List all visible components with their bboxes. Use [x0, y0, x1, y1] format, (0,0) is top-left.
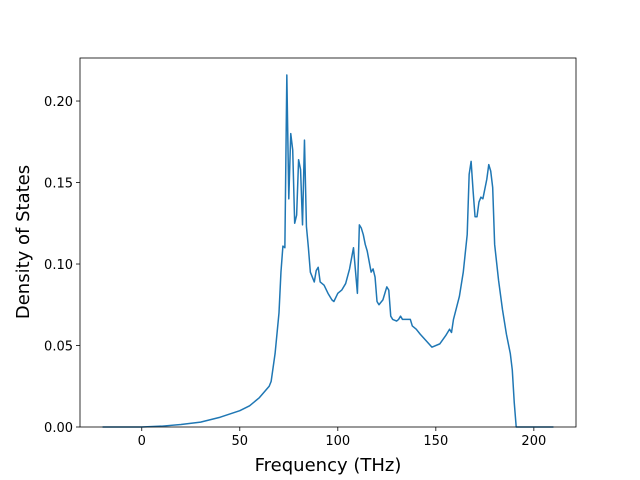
line — [102, 74, 554, 428]
plot-frame — [79, 57, 577, 428]
x-tick-label: 150 — [423, 434, 448, 449]
y-tick-label: 0.00 — [44, 421, 73, 436]
x-tick-label: 100 — [325, 434, 350, 449]
y-tick-label: 0.15 — [44, 177, 73, 192]
x-tick-label: 50 — [232, 434, 249, 449]
y-tick-label: 0.10 — [44, 258, 73, 273]
y-tick-label: 0.05 — [44, 340, 73, 355]
y-tick-label: 0.20 — [44, 95, 73, 110]
x-axis-label: Frequency (THz) — [255, 455, 402, 476]
y-axis-label: Density of States — [13, 165, 34, 319]
x-tick-label: 0 — [138, 434, 146, 449]
x-tick-label: 200 — [521, 434, 546, 449]
